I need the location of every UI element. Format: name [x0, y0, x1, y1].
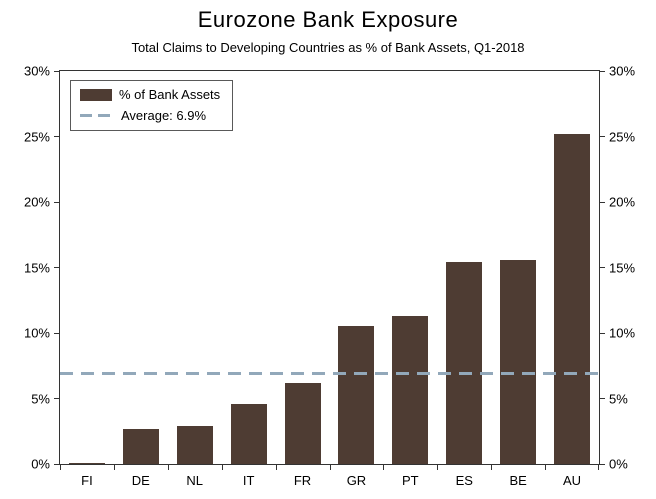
y-axis-tick-left	[54, 70, 60, 72]
y-axis-tick-right	[599, 463, 605, 465]
y-axis-tick-right	[599, 70, 605, 72]
bar-pt	[392, 315, 429, 464]
bar-be	[500, 259, 537, 464]
y-axis-tick-right	[599, 332, 605, 334]
y-axis-tick-label-left: 0%	[31, 456, 50, 472]
legend-series-label: % of Bank Assets	[119, 87, 221, 102]
x-axis-label-pt: PT	[402, 473, 419, 488]
average-line	[60, 372, 599, 376]
x-axis-tick	[437, 464, 439, 470]
y-axis-tick-left	[54, 136, 60, 137]
bar-de	[122, 428, 159, 464]
y-axis-tick-left	[54, 201, 60, 203]
legend-average-label: Average: 6.9%	[121, 108, 207, 123]
y-axis-tick-label-left: 25%	[23, 129, 50, 144]
chart-title: Eurozone Bank Exposure	[197, 7, 459, 32]
legend-average-line-sample	[80, 114, 114, 117]
y-axis-tick-label-left: 30%	[23, 63, 50, 79]
bar-au	[554, 133, 591, 464]
y-axis-tick-label-right: 5%	[609, 391, 628, 406]
bar-nl	[176, 426, 213, 464]
bar-fi	[68, 462, 105, 464]
y-axis-tick-label-left: 15%	[23, 260, 50, 275]
x-axis-label-nl: NL	[186, 473, 204, 488]
x-axis-tick	[491, 464, 493, 470]
x-axis-tick	[545, 464, 547, 470]
bar-es	[446, 262, 483, 464]
y-axis-tick-label-right: 25%	[609, 129, 636, 144]
x-axis-tick	[383, 464, 385, 470]
y-axis-tick-left	[54, 332, 60, 334]
x-axis-label-be: BE	[509, 473, 527, 488]
x-axis-label-es: ES	[455, 473, 473, 488]
bar-it	[230, 403, 267, 464]
x-axis-label-au: AU	[563, 473, 582, 488]
y-axis-tick-right	[599, 398, 605, 399]
legend-row-series: % of Bank Assets	[80, 87, 220, 102]
plot-area: % of Bank Assets Average: 6.9% 0% 0% 5% 5% 1…	[24, 65, 635, 489]
y-axis-tick-right	[599, 267, 605, 268]
y-axis-tick-label-right: 15%	[609, 260, 636, 275]
y-axis-tick-label-left: 10%	[23, 325, 50, 341]
y-axis-tick-label-left: 20%	[23, 194, 50, 210]
x-axis-label-fr: FR	[293, 473, 312, 488]
y-axis-tick-label-right: 30%	[609, 63, 636, 79]
x-axis-tick	[598, 464, 599, 470]
y-axis-tick-label-right: 20%	[609, 194, 636, 210]
x-axis-tick	[60, 464, 61, 470]
y-axis-tick-right	[599, 201, 605, 203]
y-axis-tick-left	[54, 463, 60, 465]
x-axis-tick	[221, 464, 223, 470]
legend-row-average: Average: 6.9%	[80, 108, 220, 123]
x-axis-label-it: IT	[242, 473, 255, 488]
y-axis-tick-label-right: 10%	[609, 325, 636, 341]
x-axis-tick	[167, 464, 169, 470]
y-axis-tick-right	[599, 136, 605, 137]
x-axis-label-gr: GR	[346, 473, 367, 488]
chart-subtitle: Total Claims to Developing Countries as …	[131, 40, 525, 55]
y-axis-tick-label-left: 5%	[31, 391, 50, 406]
bar-fr	[284, 382, 321, 464]
x-axis-label-de: DE	[131, 473, 150, 488]
x-axis-tick	[329, 464, 331, 470]
x-axis-tick	[113, 464, 115, 470]
legend: % of Bank Assets Average: 6.9%	[70, 80, 234, 131]
x-axis-tick	[275, 464, 277, 470]
y-axis-tick-left	[54, 267, 60, 268]
y-axis-tick-label-right: 0%	[609, 456, 628, 472]
bar-gr	[338, 326, 375, 464]
legend-series-swatch	[80, 88, 112, 101]
y-axis-tick-left	[54, 398, 60, 399]
x-axis-label-fi: FI	[81, 473, 93, 488]
